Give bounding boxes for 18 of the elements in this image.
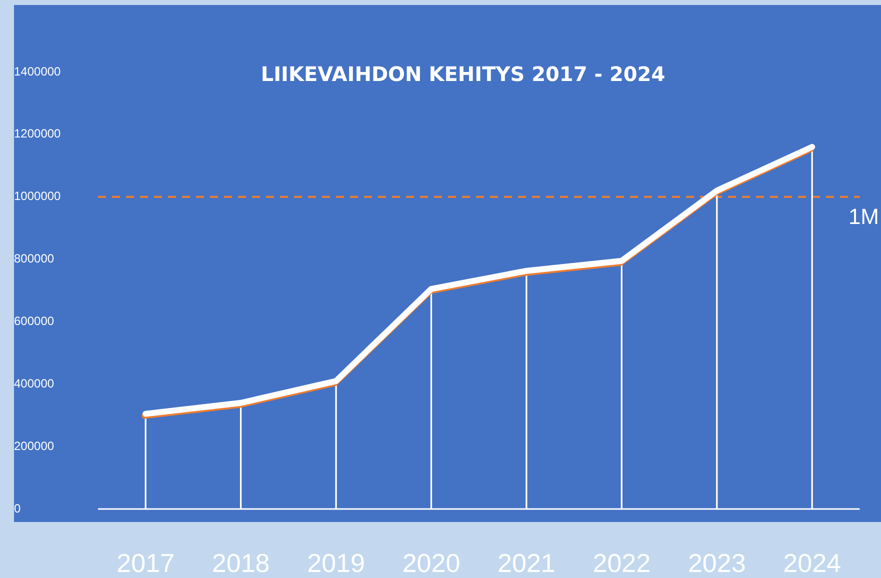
y-tick-label: 600000 <box>14 314 54 328</box>
x-tick-label: 2020 <box>402 548 460 578</box>
y-tick-label: 0 <box>14 501 21 516</box>
x-tick-label: 2023 <box>688 548 746 578</box>
y-tick-label: 800000 <box>14 252 54 266</box>
x-tick-label: 2018 <box>212 548 270 578</box>
x-tick-label: 2017 <box>116 548 175 578</box>
x-tick-label: 2024 <box>783 548 841 578</box>
x-tick-label: 2022 <box>592 548 651 578</box>
y-tick-label: 1200000 <box>14 126 62 141</box>
chart-title: LIIKEVAIHDON KEHITYS 2017 - 2024 <box>260 62 666 86</box>
y-tick-label: 400000 <box>14 376 54 390</box>
x-tick-label: 2019 <box>307 548 365 578</box>
x-tick-label: 2021 <box>498 548 556 578</box>
ref-line-label: 1M <box>848 204 879 229</box>
y-tick-label: 1400000 <box>14 64 62 78</box>
y-tick-label: 200000 <box>14 438 54 453</box>
y-tick-label: 1000000 <box>14 189 62 204</box>
